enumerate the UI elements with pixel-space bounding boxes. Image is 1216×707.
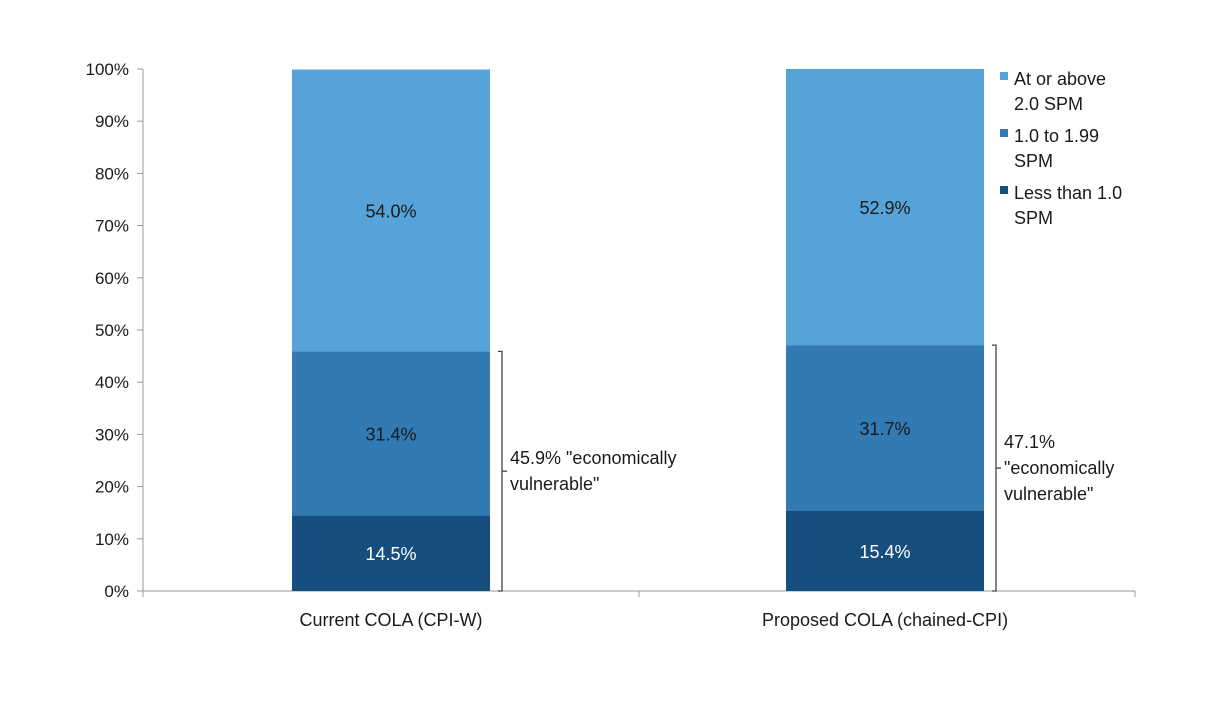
bar-segment: [292, 69, 490, 352]
legend-swatch: [1000, 72, 1008, 80]
legend-line: SPM: [1014, 151, 1053, 171]
y-tick-label: 40%: [95, 373, 129, 392]
x-category-label: Current COLA (CPI-W): [299, 610, 482, 630]
legend-line: Less than 1.0: [1014, 183, 1122, 203]
bar-data-label: 54.0%: [365, 201, 416, 221]
annotation-line: 45.9% "economically: [510, 448, 676, 468]
bar-segment: [786, 510, 984, 591]
y-tick-label: 60%: [95, 269, 129, 288]
legend-line: At or above: [1014, 69, 1106, 89]
legend-swatch: [1000, 129, 1008, 137]
bar-segment: [292, 515, 490, 591]
y-tick-label: 70%: [95, 217, 129, 236]
bar-data-label: 15.4%: [859, 542, 910, 562]
bar-data-label: 31.4%: [365, 424, 416, 444]
legend-label: At or above 2.0 SPM: [1014, 69, 1106, 114]
y-tick-label: 30%: [95, 425, 129, 444]
bar-segment: [786, 345, 984, 511]
axes: 0% 10% 20% 30% 40% 50% 60% 70% 80% 90% 100% Current…: [86, 60, 1136, 630]
annotation-text: 47.1% "economically vulnerable": [1004, 432, 1114, 504]
annotation-text: 45.9% "economically vulnerable": [510, 448, 676, 494]
legend-line: 1.0 to 1.99: [1014, 126, 1099, 146]
legend-label: 1.0 to 1.99 SPM: [1014, 126, 1099, 171]
bracket: [498, 350, 503, 592]
legend-swatch: [1000, 186, 1008, 194]
bracket: [992, 344, 997, 592]
y-tick-label: 20%: [95, 478, 129, 497]
bar-data-label: 52.9%: [859, 198, 910, 218]
bar-segment: [292, 351, 490, 516]
annotation-line: vulnerable": [1004, 484, 1093, 504]
legend-label: Less than 1.0 SPM: [1014, 183, 1122, 228]
bars: 14.5% 31.4% 54.0% 15.4% 31.7% 52.9%: [292, 69, 984, 591]
y-tick-label: 10%: [95, 530, 129, 549]
y-tick-label: 0%: [104, 582, 129, 601]
bar-data-label: 31.7%: [859, 419, 910, 439]
y-tick-label: 100%: [86, 60, 129, 79]
x-category-label: Proposed COLA (chained-CPI): [762, 610, 1008, 630]
annotation-line: vulnerable": [510, 474, 599, 494]
bar-data-label: 14.5%: [365, 544, 416, 564]
bar-segment: [786, 69, 984, 346]
annotations: 45.9% "economically vulnerable" 47.1% "econ…: [498, 344, 1114, 592]
y-tick-label: 80%: [95, 164, 129, 183]
y-tick-label: 90%: [95, 112, 129, 131]
y-tick-label: 50%: [95, 321, 129, 340]
annotation-line: "economically: [1004, 458, 1114, 478]
legend-line: SPM: [1014, 208, 1053, 228]
legend-line: 2.0 SPM: [1014, 94, 1083, 114]
annotation-line: 47.1%: [1004, 432, 1055, 452]
